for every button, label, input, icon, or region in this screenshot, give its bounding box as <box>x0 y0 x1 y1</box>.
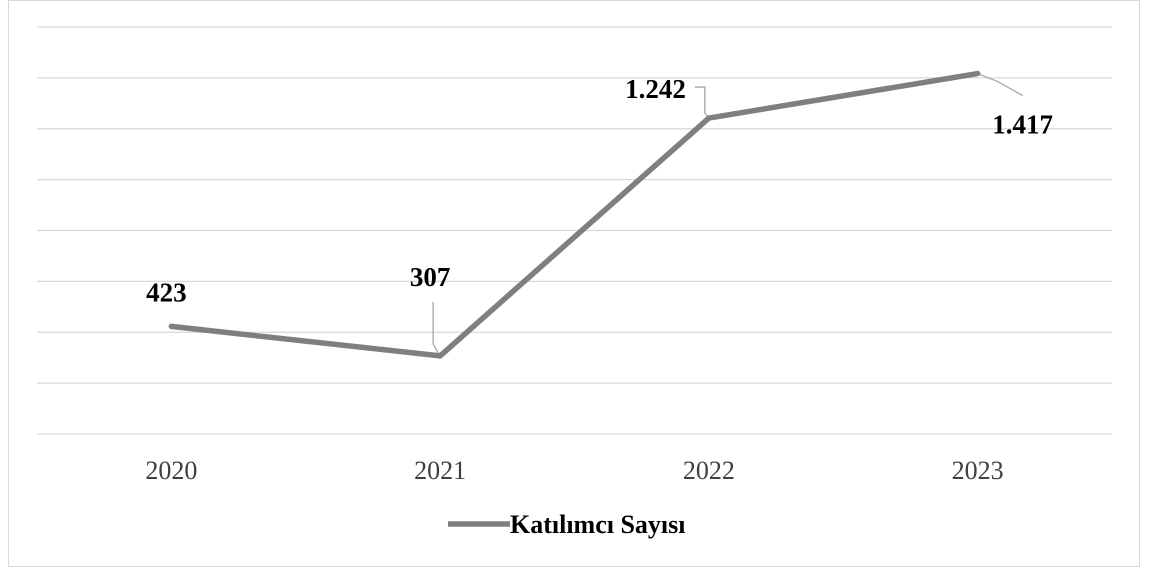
x-tick-label: 2020 <box>145 456 197 485</box>
legend: Katılımcı Sayısı <box>448 510 686 539</box>
series-line-0 <box>168 70 981 359</box>
data-label: 423 <box>146 277 187 307</box>
x-tick-label: 2023 <box>952 456 1004 485</box>
leader-line <box>977 72 1023 97</box>
leader-line <box>694 86 710 119</box>
legend-label: Katılımcı Sayısı <box>510 510 686 539</box>
label-leader-lines <box>432 72 1023 357</box>
x-tick-label: 2022 <box>683 456 735 485</box>
data-label: 1.417 <box>992 110 1053 140</box>
data-labels: 423 307 1.242 1.417 <box>146 74 1053 307</box>
chart-frame <box>8 0 1140 567</box>
x-tick-label: 2021 <box>414 456 466 485</box>
data-label: 307 <box>410 262 451 292</box>
gridlines <box>37 26 1112 435</box>
leader-line <box>432 301 441 357</box>
series-lines <box>168 70 981 359</box>
x-axis-tick-labels: 2020 2021 2022 2023 <box>145 456 1003 485</box>
data-label: 1.242 <box>625 74 686 104</box>
